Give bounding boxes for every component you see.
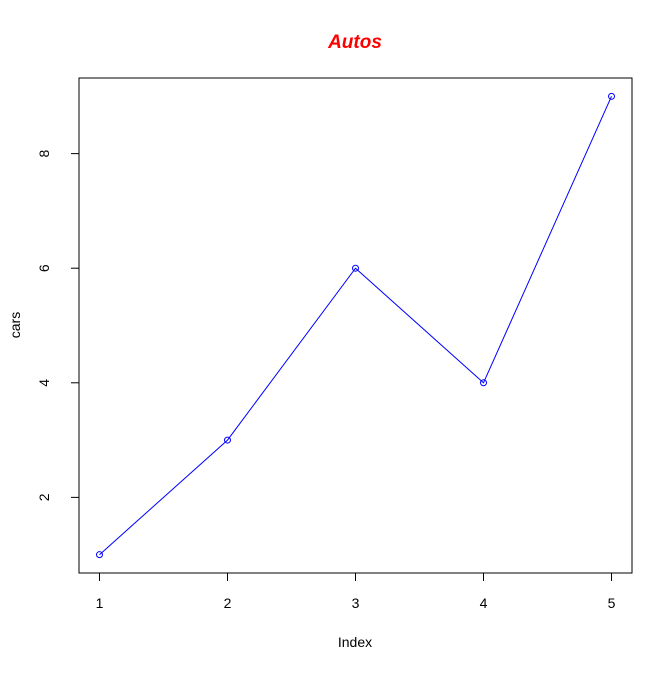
data-point — [95, 551, 103, 559]
y-axis-label: cars — [7, 312, 23, 338]
y-tick-label: 2 — [36, 493, 52, 501]
x-tick-label: 4 — [480, 595, 488, 611]
y-tick-label: 4 — [36, 379, 52, 387]
x-axis: 1 2 3 4 5 — [96, 572, 616, 611]
y-tick-label: 8 — [36, 150, 52, 158]
data-point — [480, 379, 488, 387]
x-tick-label: 1 — [96, 595, 104, 611]
x-axis-label: Index — [338, 634, 372, 650]
x-tick-label: 2 — [224, 595, 232, 611]
data-series — [95, 92, 616, 559]
data-point — [223, 436, 231, 444]
y-axis: 2 4 6 8 — [36, 150, 80, 501]
series-line — [99, 96, 612, 556]
y-tick-label: 6 — [36, 264, 52, 272]
data-point — [352, 264, 359, 272]
x-tick-label: 3 — [352, 595, 360, 611]
x-tick-label: 5 — [608, 595, 616, 611]
data-point — [608, 92, 616, 100]
chart-title: Autos — [327, 32, 382, 53]
